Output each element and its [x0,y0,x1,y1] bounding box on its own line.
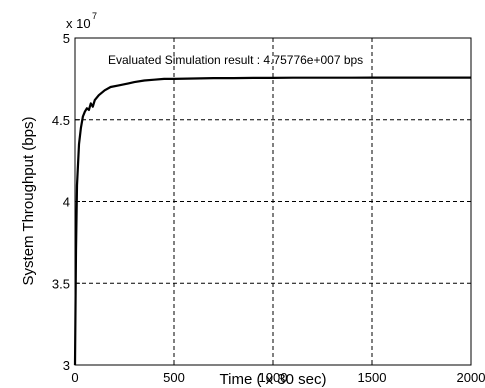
y-tick-label: 3 [63,358,70,373]
y-tick-label: 4.5 [52,113,70,128]
ticks: 0 500 1000 1500 2000 3 3.5 4 4.5 5 [52,31,485,385]
y-tick-label: 3.5 [52,276,70,291]
x-tick-label: 1500 [358,370,387,385]
series-group [73,76,471,366]
x-axis-label: Time ( x 30 sec) [220,371,327,388]
x-tick-label: 500 [163,370,185,385]
y-tick-label: 4 [63,195,70,210]
y-scale-exponent: 7 [92,11,97,21]
x-tick-label: 2000 [457,370,485,385]
x-tick-label: 1000 [259,370,288,385]
y-axis-label: System Throughput (bps) [20,117,37,286]
y-scale-label: x 10 [66,16,91,31]
throughput-line [73,76,471,366]
y-tick-label: 5 [63,31,70,46]
annotation: Evaluated Simulation result : 4.75776e+0… [108,53,363,67]
grid [75,38,471,365]
x-tick-label: 0 [71,370,78,385]
